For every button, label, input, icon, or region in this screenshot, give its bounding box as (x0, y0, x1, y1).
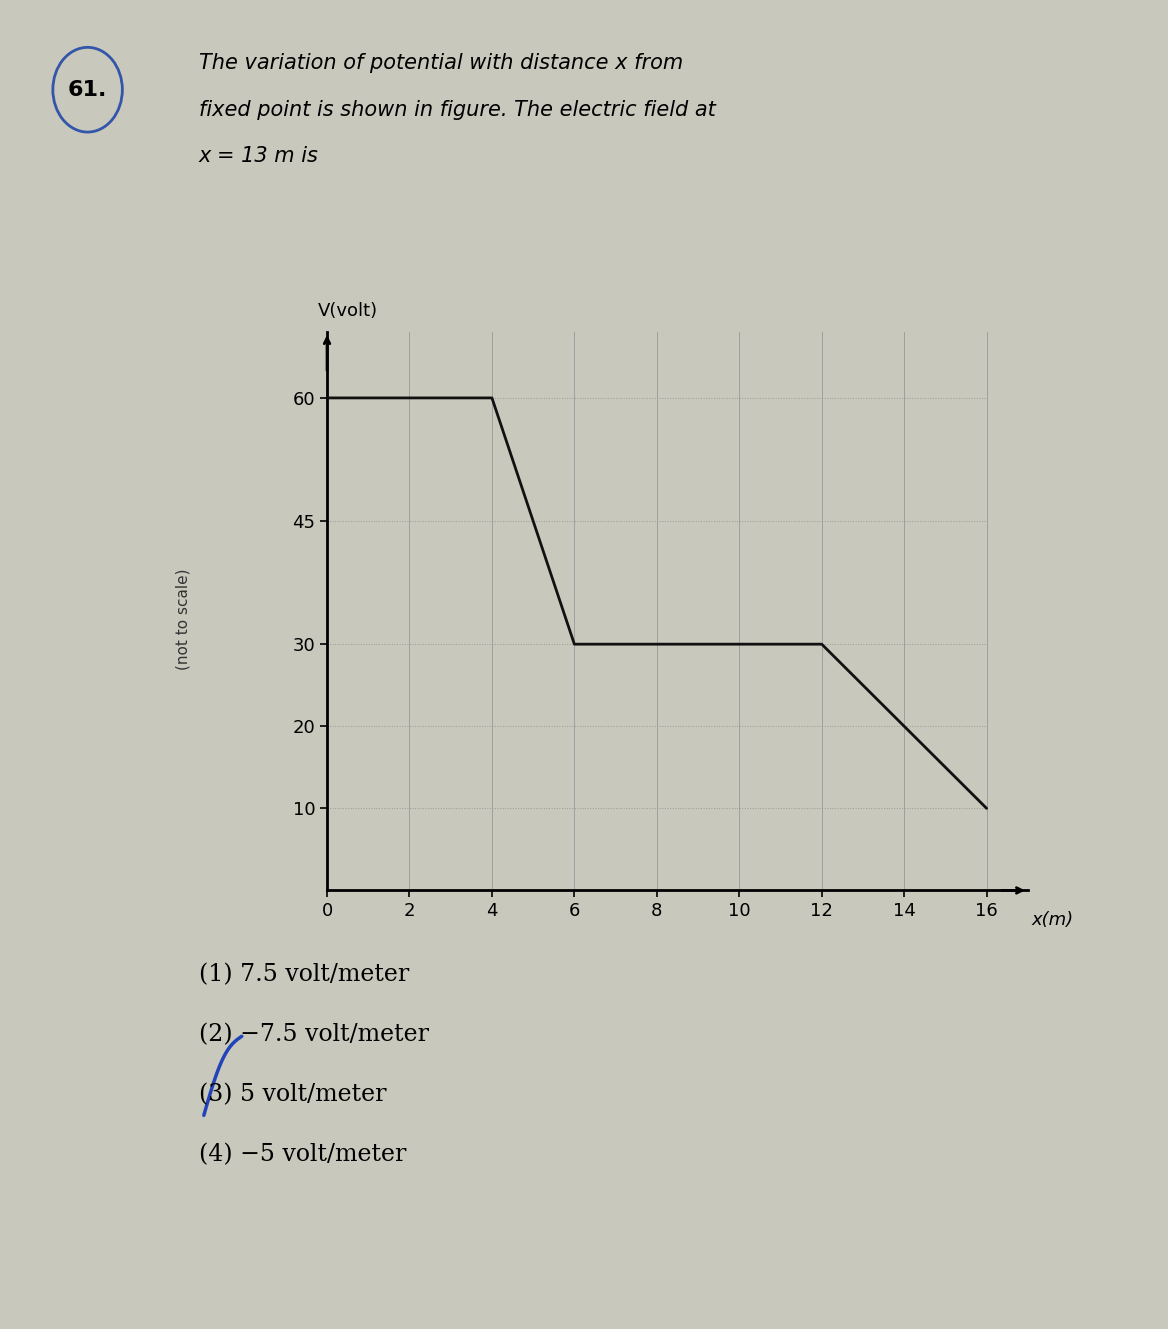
Text: x(m): x(m) (1033, 910, 1075, 929)
Text: (1) 7.5 volt/meter: (1) 7.5 volt/meter (199, 964, 409, 986)
Text: x = 13 m is: x = 13 m is (199, 146, 319, 166)
Text: (4) −5 volt/meter: (4) −5 volt/meter (199, 1143, 406, 1166)
Text: 61.: 61. (68, 80, 107, 100)
Text: (2) −7.5 volt/meter: (2) −7.5 volt/meter (199, 1023, 429, 1046)
Text: The variation of potential with distance x from: The variation of potential with distance… (199, 53, 683, 73)
Text: fixed point is shown in figure. The electric field at: fixed point is shown in figure. The elec… (199, 100, 715, 120)
Text: (3) 5 volt/meter: (3) 5 volt/meter (199, 1083, 387, 1106)
Text: (not to scale): (not to scale) (175, 569, 190, 670)
Text: V(volt): V(volt) (318, 302, 377, 320)
